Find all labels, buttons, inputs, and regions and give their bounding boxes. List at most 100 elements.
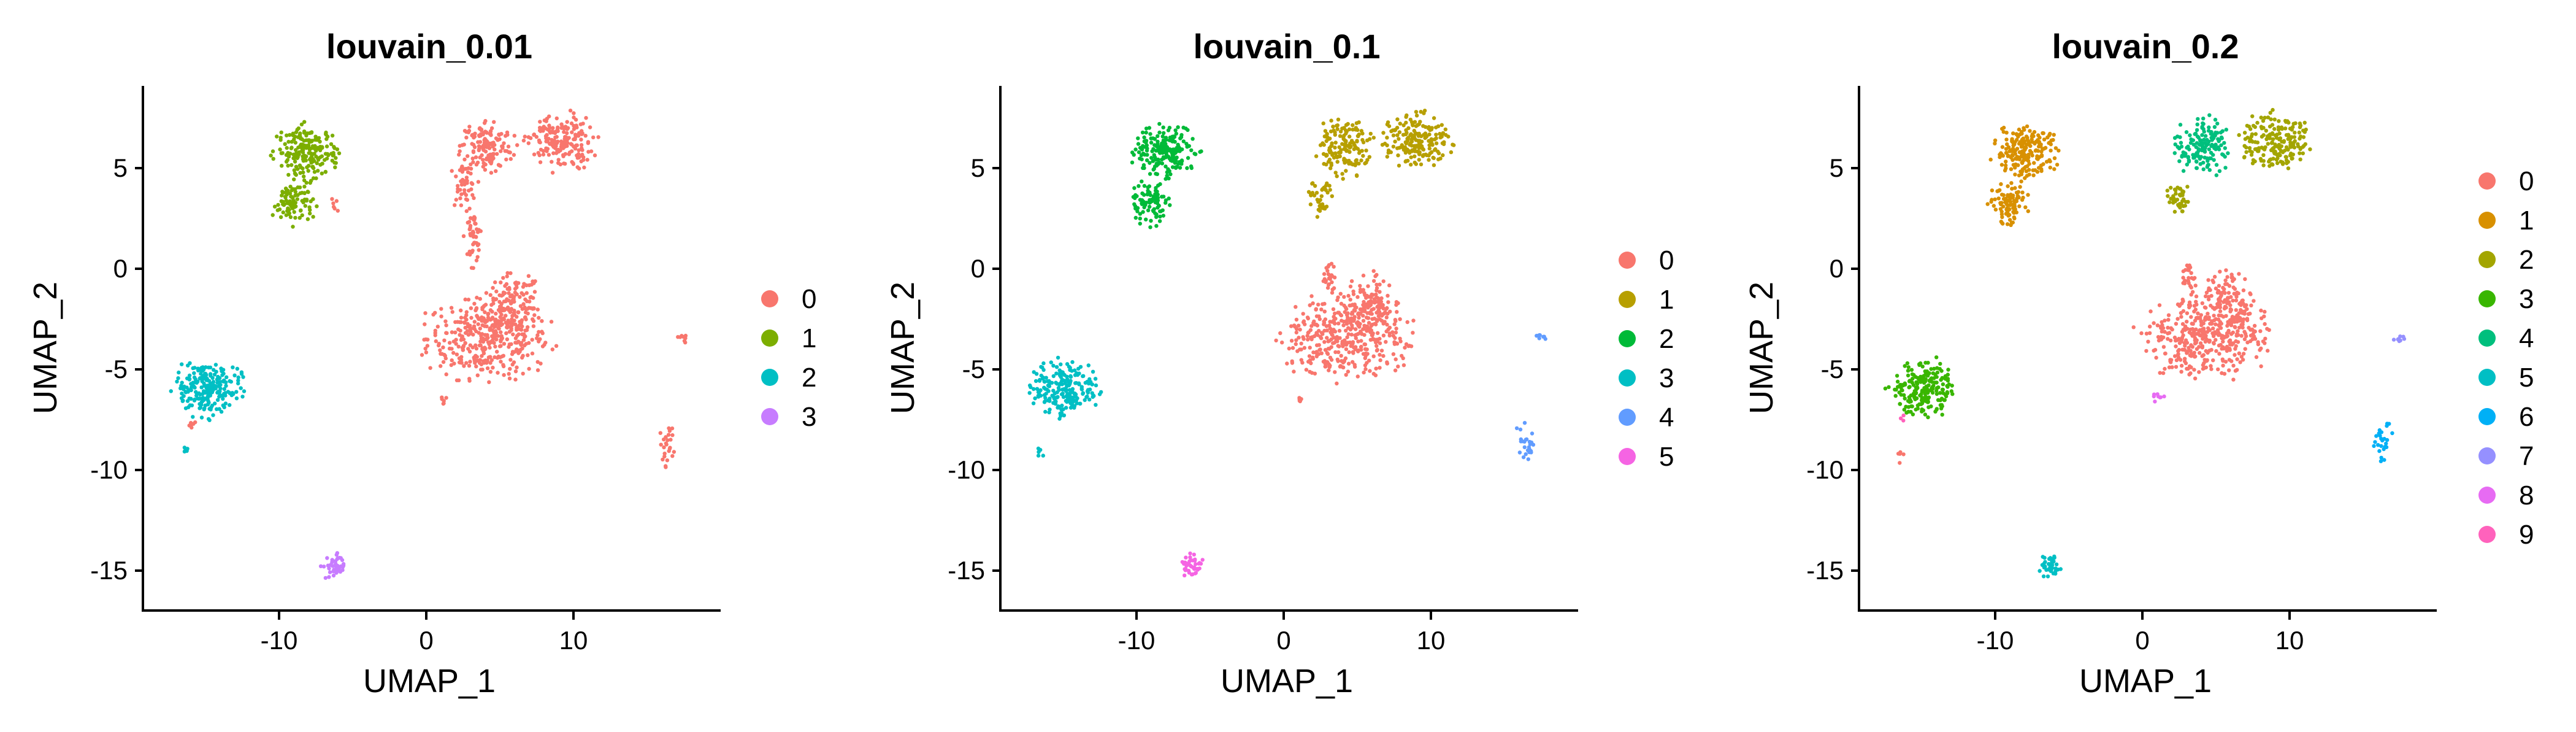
data-point — [1424, 153, 1429, 158]
data-point — [2263, 322, 2267, 326]
data-point — [191, 384, 196, 388]
data-point — [479, 368, 483, 372]
x-tick-label: -10 — [261, 626, 298, 655]
data-point — [578, 122, 583, 126]
data-point — [1397, 130, 1402, 134]
data-point — [2206, 312, 2210, 316]
data-point — [1915, 382, 1920, 386]
data-point — [1386, 312, 1390, 316]
data-point — [1363, 161, 1367, 166]
data-point — [1427, 158, 1431, 162]
data-point — [1368, 330, 1373, 334]
data-point — [1414, 110, 1419, 114]
data-point — [2242, 155, 2247, 159]
data-point — [2224, 314, 2228, 318]
data-point — [1086, 363, 1091, 368]
data-point — [494, 169, 498, 173]
data-point — [529, 295, 534, 299]
data-point — [309, 130, 314, 134]
y-tick-label: -10 — [948, 455, 985, 484]
data-point — [2224, 128, 2228, 132]
data-point — [1906, 373, 1911, 378]
data-point — [2185, 185, 2190, 189]
data-point — [1893, 394, 1898, 398]
data-point — [294, 172, 298, 177]
data-point — [461, 345, 466, 349]
data-point — [2026, 193, 2030, 197]
data-point — [1341, 365, 1346, 370]
data-point — [521, 285, 526, 289]
data-point — [241, 375, 245, 379]
data-point — [1176, 162, 1181, 166]
data-point — [1138, 212, 1143, 216]
data-point — [1403, 150, 1408, 155]
data-point — [462, 142, 466, 147]
data-point — [2202, 150, 2207, 154]
data-point — [1316, 302, 1321, 307]
data-point — [1367, 155, 1371, 159]
data-point — [1338, 134, 1343, 138]
data-point — [1335, 160, 1340, 164]
data-point — [2220, 290, 2225, 295]
data-point — [280, 193, 284, 198]
data-point — [2199, 319, 2204, 324]
data-point — [337, 151, 342, 155]
data-point — [1059, 362, 1063, 366]
data-point — [318, 139, 322, 144]
data-point — [1939, 406, 1944, 410]
data-point — [221, 404, 226, 408]
data-point — [1352, 315, 1357, 319]
data-point — [2005, 222, 2010, 226]
data-point — [1998, 188, 2002, 193]
data-point — [2009, 167, 2014, 171]
data-point — [304, 145, 309, 150]
data-point — [2217, 169, 2222, 173]
data-point — [2250, 161, 2255, 166]
data-point — [2204, 349, 2208, 353]
data-point — [240, 395, 245, 399]
data-point — [2175, 317, 2180, 321]
data-point — [1923, 377, 1928, 381]
data-point — [1527, 439, 1532, 444]
data-point — [1945, 377, 1950, 381]
data-point — [1347, 134, 1352, 139]
data-point — [682, 339, 687, 343]
data-point — [1902, 393, 1906, 398]
data-point — [1915, 403, 1920, 407]
data-point — [507, 372, 511, 376]
data-point — [1318, 143, 1323, 147]
data-point — [1294, 305, 1298, 309]
data-point — [2298, 157, 2302, 161]
data-point — [573, 136, 577, 141]
data-point — [1323, 361, 1327, 366]
data-point — [2027, 172, 2031, 177]
data-point — [2301, 128, 2306, 133]
data-point — [521, 338, 526, 342]
data-point — [2267, 158, 2272, 162]
data-point — [2161, 335, 2166, 339]
data-point — [2207, 168, 2212, 172]
data-point — [475, 373, 480, 377]
legend-swatch — [2478, 526, 2496, 543]
data-point — [2198, 328, 2202, 333]
legend-swatch — [2478, 329, 2496, 347]
data-point — [2004, 160, 2008, 164]
legend-label: 4 — [1659, 403, 1674, 433]
data-point — [470, 248, 475, 253]
data-point — [270, 149, 275, 153]
data-point — [467, 377, 472, 381]
data-point — [458, 196, 462, 201]
data-point — [2174, 191, 2178, 196]
data-point — [2199, 142, 2203, 147]
scatter-points — [169, 109, 688, 580]
data-point — [199, 366, 204, 370]
data-point — [2272, 127, 2277, 131]
data-point — [1319, 336, 1324, 341]
cluster-5-points — [1180, 551, 1205, 577]
data-point — [463, 341, 467, 345]
data-point — [493, 280, 497, 285]
data-point — [481, 148, 486, 152]
data-point — [2017, 195, 2021, 200]
data-point — [219, 409, 224, 414]
data-point — [1323, 348, 1328, 352]
